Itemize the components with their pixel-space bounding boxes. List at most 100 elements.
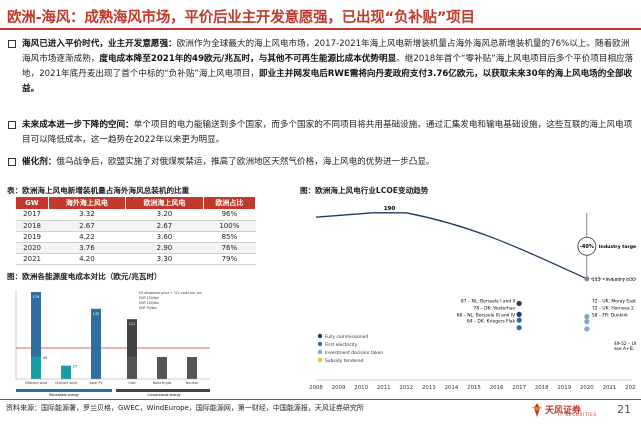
table-cell: 2021 [16, 253, 49, 265]
table-cell: 4.22 [48, 231, 126, 243]
bar [157, 357, 167, 379]
table-row: 2021 4.20 3.30 79% [16, 253, 256, 265]
project-label: 78 – DK: Vesterhav [474, 305, 516, 311]
table-header: 海外海上风电 [48, 197, 127, 209]
lcoe-line [315, 212, 588, 280]
x-tick-label: 2009 [332, 385, 346, 391]
tick-label: Solar PV [89, 381, 103, 385]
table-cell: 2.90 [125, 242, 204, 254]
table-cell: 3.20 [125, 209, 204, 221]
start-label: 190 [384, 206, 396, 212]
data-label: 176 [33, 295, 40, 299]
x-tick-label: 2022 [625, 385, 636, 391]
group-label: Conventional energy [147, 393, 180, 397]
table-row: 2020 3.76 2.90 76% [16, 242, 256, 254]
table-cell: 2.67 [125, 220, 204, 232]
tick-label: Coal [128, 381, 135, 385]
data-label: 121 [129, 322, 136, 326]
brand-logo: 天风证券 [545, 406, 582, 416]
callout-value: -40% [580, 244, 594, 250]
cost-chart-caption: 图：欧洲各能源度电成本对比（欧元/兆瓦时） [7, 272, 162, 281]
callout-circle [577, 236, 597, 256]
data-label: 27 [73, 365, 77, 369]
project-point [516, 317, 522, 323]
table-cell: 2020 [16, 242, 49, 254]
bar [91, 308, 101, 379]
legend-entry: Investment decision taken [325, 350, 383, 356]
source-note: 资料来源：国际能源署，罗兰贝格，GWEC，WindEurope，国际能源网，第一… [6, 404, 364, 412]
bar [127, 357, 137, 379]
bullet-lead: 未来成本进一步下降的空间： [22, 120, 134, 130]
project-label: 49-52 – UK: Dogger Bank Ph [614, 341, 636, 347]
bar [61, 365, 71, 379]
x-tick-label: 2014 [445, 385, 459, 391]
x-tick-label: 2021 [603, 385, 617, 391]
legend-marker [317, 333, 323, 339]
x-tick-label: 2010 [354, 385, 368, 391]
end-point [584, 276, 590, 282]
lcoe-chart-caption: 图：欧洲海上风电行业LCOE变动趋势 [300, 186, 429, 195]
table-row: 2019 4.22 3.60 85% [16, 231, 256, 243]
x-tick-label: 2018 [535, 385, 549, 391]
project-label: ase A+B, Seagreen, Sophia Phase 1 [614, 346, 636, 352]
bar [31, 291, 41, 379]
project-point [584, 319, 590, 325]
project-label: 72 – UK: Moray East [592, 298, 636, 304]
page-title: 欧洲-海风：成熟海风市场，平价后业主开发意愿强，已出现“负补贴”项目 [7, 10, 475, 26]
bullet-square-icon [8, 158, 16, 166]
x-tick-label: 2016 [490, 385, 504, 391]
bullet-text: 。继2018年首个“零补贴”海上风电项目后多个平价项目相应落地，2021年底丹麦… [22, 54, 634, 79]
group-bar [116, 389, 210, 392]
table-cell: 76% [203, 242, 256, 254]
footer: 资料来源：国际能源署，罗兰贝格，GWEC，WindEurope，国际能源网，第一… [0, 399, 641, 427]
lcoe-trend-chart: 2008 2009 2010 2011 2012 2013 2014 2015 2016 2017… [309, 206, 636, 391]
footer-divider [0, 399, 641, 400]
project-label: 58 – FR: Dunkirk [592, 312, 628, 318]
data-label: 45 [43, 356, 47, 360]
bullet-2: 未来成本进一步下降的空间：单个项目的电力能输送到多个国家，而多个国家的不同项目将… [8, 118, 636, 148]
data-label: 142 [93, 312, 100, 316]
legend-entry: EUR 50/ton [139, 306, 157, 310]
share-table: GW 海外海上风电 欧洲海上风电 欧洲占比 2017 3.32 3.20 96% 2018 2.… [16, 197, 257, 265]
legend-entry: Fully commissioned [325, 334, 368, 340]
cost-comparison-chart: 176 45 Offshore wind 27 Onshore wind 142 Solar… [15, 290, 210, 397]
bullet-1: 海风已进入平价时代，业主开发意愿强：欧洲作为全球最大的海上风电市场，2017-2… [8, 37, 636, 97]
tick-label: Onshore wind [55, 381, 77, 385]
legend-marker [317, 357, 323, 363]
project-label: 68 – NL: Borssele III and IV [457, 312, 516, 318]
table-cell: 85% [203, 231, 256, 243]
bullet-text: 单个项目的电力能输送到多个国家，而多个国家的不同项目将共用基础设施。通过汇集发电… [22, 120, 633, 145]
legend-entry: EUR 150/ton [139, 296, 159, 300]
table-cell: 4.20 [48, 253, 126, 265]
legend-marker [317, 349, 323, 355]
table-row: 2018 2.67 2.67 100% [16, 220, 256, 232]
project-point [584, 314, 590, 320]
x-tick-label: 2011 [377, 385, 391, 391]
group-bar [16, 389, 112, 392]
table-cell: 3.30 [125, 253, 204, 265]
bullet-lead: 催化剂： [22, 157, 57, 167]
bullet-text: 俄乌战争后，欧盟实施了对俄煤炭禁运，推高了欧洲地区天然气价格，海上风电的优势进一… [56, 157, 435, 167]
bullet-3: 催化剂：俄乌战争后，欧盟实施了对俄煤炭禁运，推高了欧洲地区天然气价格，海上风电的… [8, 155, 636, 170]
table-cell: 3.32 [48, 209, 126, 221]
table-cell: 3.76 [48, 242, 126, 254]
project-point [584, 326, 590, 332]
x-tick-label: 2008 [309, 385, 323, 391]
x-tick-label: 2017 [512, 385, 526, 391]
project-point [516, 311, 522, 317]
tick-label: Nuclear [186, 381, 199, 385]
bullet-text: 欧洲作为全球最大的海上风电市场，2017-2021年海上风电新增装机量占海外海风… [22, 39, 630, 64]
table-header: 欧洲海上风电 [125, 197, 204, 209]
legend-entry: Subsidy tendered [325, 358, 364, 364]
title-divider [0, 28, 641, 30]
x-tick-label: 2020 [580, 385, 594, 391]
legend-entry: EUR 100/ton [139, 301, 159, 305]
page-number: 21 [617, 403, 631, 416]
bar [31, 356, 41, 379]
table-row: 2017 3.32 3.20 96% [16, 209, 256, 221]
project-point [516, 325, 522, 331]
project-label: 87 – NL: Borssele I and II [461, 298, 515, 304]
table-cell: 2.67 [48, 220, 126, 232]
bullet-lead: 海风已进入平价时代，业主开发意愿强： [22, 39, 177, 49]
bullet-bold: 度电成本降至2021年的49欧元/兆瓦时，与其他不可再生能源比成本优势明显 [99, 54, 397, 64]
